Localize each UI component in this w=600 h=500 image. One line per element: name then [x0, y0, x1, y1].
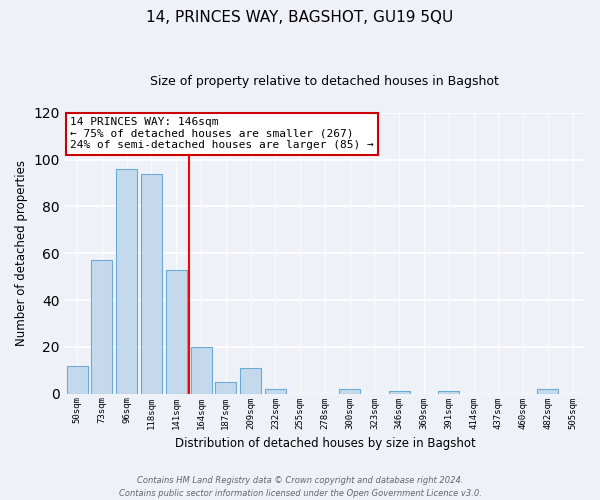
Bar — [339, 389, 360, 394]
Text: 14, PRINCES WAY, BAGSHOT, GU19 5QU: 14, PRINCES WAY, BAGSHOT, GU19 5QU — [146, 10, 454, 25]
Bar — [215, 382, 236, 394]
Bar — [191, 347, 212, 394]
Bar — [438, 392, 459, 394]
Y-axis label: Number of detached properties: Number of detached properties — [15, 160, 28, 346]
Bar — [141, 174, 162, 394]
Text: 14 PRINCES WAY: 146sqm
← 75% of detached houses are smaller (267)
24% of semi-de: 14 PRINCES WAY: 146sqm ← 75% of detached… — [70, 117, 374, 150]
Bar — [91, 260, 112, 394]
Bar — [67, 366, 88, 394]
Title: Size of property relative to detached houses in Bagshot: Size of property relative to detached ho… — [151, 75, 499, 88]
X-axis label: Distribution of detached houses by size in Bagshot: Distribution of detached houses by size … — [175, 437, 475, 450]
Bar — [265, 389, 286, 394]
Bar — [240, 368, 261, 394]
Bar — [116, 169, 137, 394]
Bar — [389, 392, 410, 394]
Bar — [166, 270, 187, 394]
Text: Contains HM Land Registry data © Crown copyright and database right 2024.
Contai: Contains HM Land Registry data © Crown c… — [119, 476, 481, 498]
Bar — [538, 389, 559, 394]
